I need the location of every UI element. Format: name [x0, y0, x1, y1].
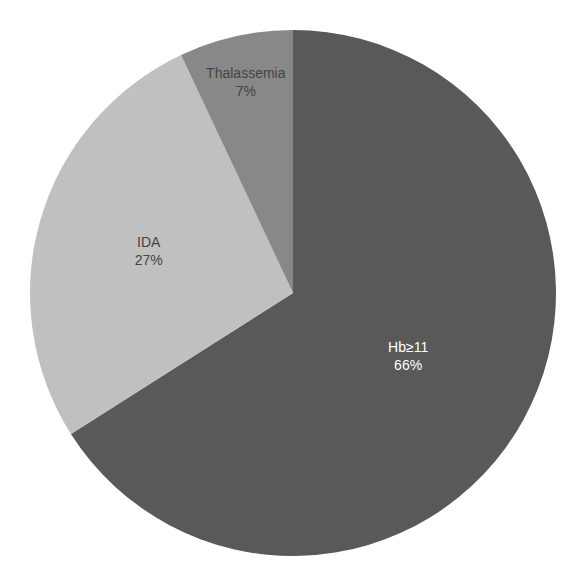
svg-text:IDA27%: IDA27%: [135, 234, 163, 268]
svg-text:Thalassemia7%: Thalassemia7%: [206, 65, 286, 99]
svg-text:Hb≥1166%: Hb≥1166%: [388, 339, 428, 373]
